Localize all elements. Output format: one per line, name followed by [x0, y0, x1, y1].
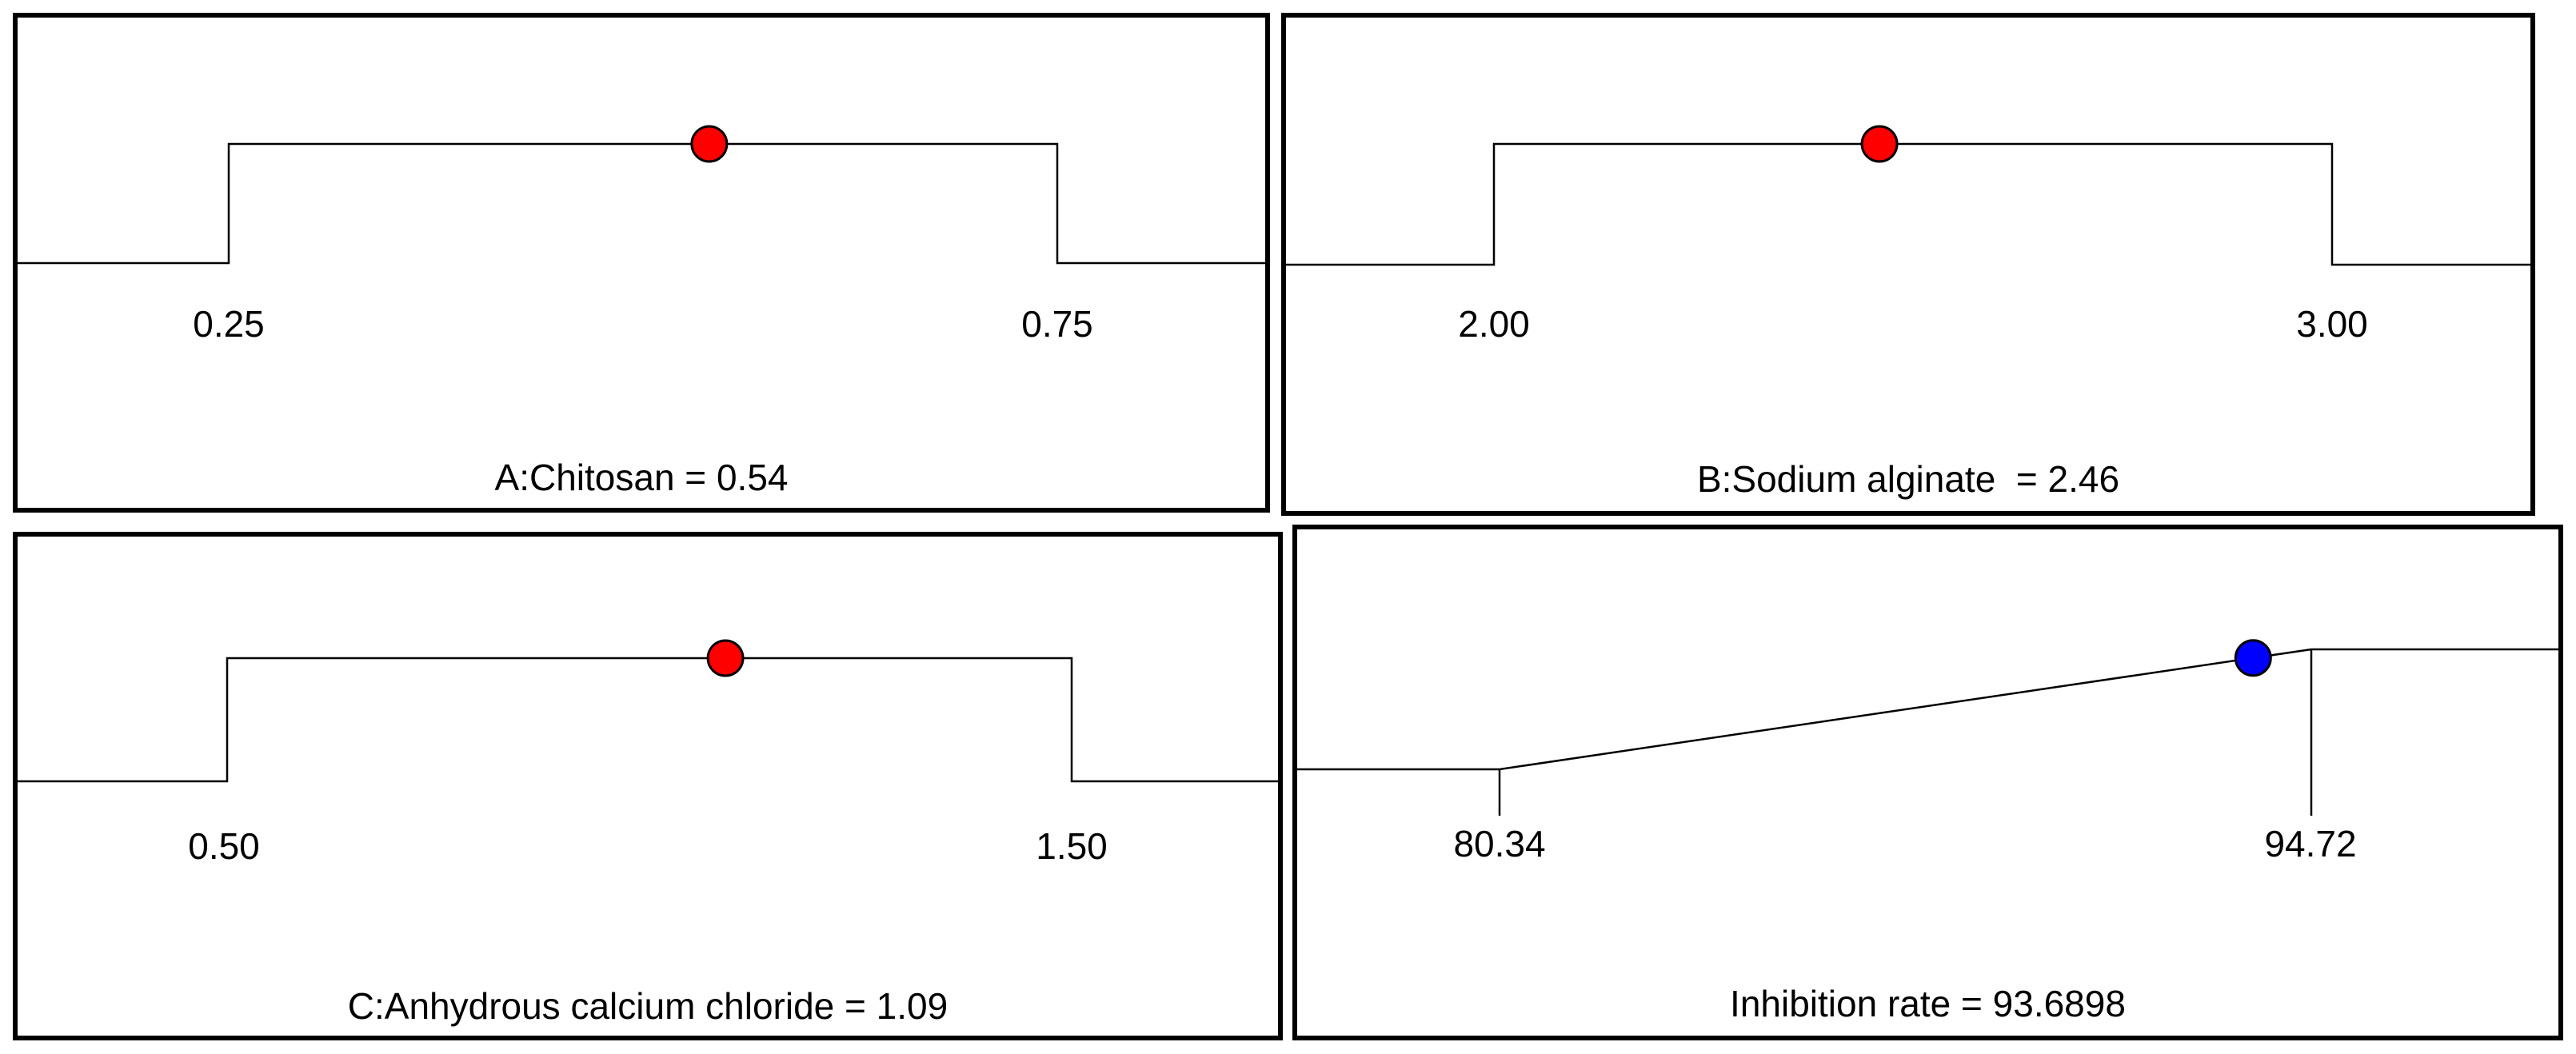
high-tick-label: 3.00: [2296, 303, 2368, 345]
panel-chitosan: 0.25 0.75 A:Chitosan = 0.54: [13, 13, 1270, 513]
ramp-plot: [1297, 639, 2558, 816]
desirability-line: [18, 657, 1278, 783]
desirability-line: [1297, 648, 2558, 771]
panel-inhibition-rate: 80.34 94.72 Inhibition rate = 93.6898: [1292, 525, 2563, 1040]
low-tick-label: 2.00: [1458, 303, 1530, 345]
setting-marker: [706, 639, 745, 677]
setting-marker: [1860, 125, 1899, 163]
ramp-plot: [1286, 125, 2530, 266]
desirability-line: [18, 142, 1265, 265]
setting-marker: [690, 125, 729, 163]
panel-sodium-alginate: 2.00 3.00 B:Sodium alginate = 2.46: [1281, 13, 2535, 516]
high-tick-label: 1.50: [1036, 825, 1108, 867]
high-tick-label: 0.75: [1021, 303, 1093, 345]
low-tick-label: 0.25: [193, 303, 265, 345]
ramp-plot: [18, 125, 1265, 265]
low-tick-label: 80.34: [1453, 823, 1546, 864]
setting-marker: [2234, 639, 2272, 677]
factor-caption: A:Chitosan = 0.54: [494, 457, 789, 498]
factor-caption: C:Anhydrous calcium chloride = 1.09: [347, 985, 949, 1027]
low-tick-label: 0.50: [188, 825, 260, 867]
factor-caption: B:Sodium alginate = 2.46: [1696, 458, 2120, 500]
ramp-plot: [18, 639, 1278, 783]
high-tick-label: 94.72: [2264, 823, 2357, 864]
response-caption: Inhibition rate = 93.6898: [1730, 983, 2126, 1024]
panel-calcium-chloride: 0.50 1.50 C:Anhydrous calcium chloride =…: [13, 532, 1283, 1040]
desirability-line: [1286, 142, 2530, 266]
